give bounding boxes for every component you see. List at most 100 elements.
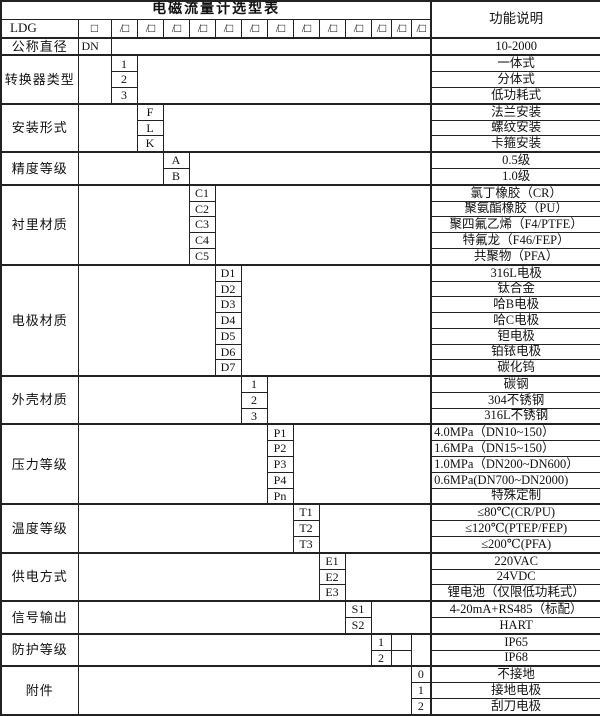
option-code: D1 [214,263,242,282]
option-code: 2 [410,697,432,716]
option-code: 2 [110,71,138,88]
option-code: E1 [318,551,346,570]
option-code: K [136,135,164,153]
category-label: 衬里材质 [0,183,79,266]
option-desc: 共聚物（PFA） [430,247,600,266]
spacer-cell [77,503,294,554]
option-code: T1 [292,503,320,522]
option-desc: 特殊定制 [430,487,600,505]
table-title: 电磁流量计选型表 [0,0,432,20]
model-slot-cell: /□ [240,18,268,39]
category-label: 外壳材质 [0,375,79,425]
option-code: P2 [266,440,294,457]
option-code: A [162,151,190,170]
model-slot-cell: /□ [110,18,138,39]
spacer-cell [370,600,432,635]
category-label: 电极材质 [0,263,79,377]
option-desc: 一体式 [430,54,600,73]
spacer-cell [77,551,320,602]
option-desc: 4.0MPa（DN10~150） [430,423,600,442]
option-code: S2 [344,616,372,635]
option-code: P1 [266,423,294,442]
option-code: D2 [214,280,242,298]
option-desc: 不接地 [430,665,600,684]
model-slot-cell: /□ [344,18,372,39]
spacer-cell [77,632,372,667]
spacer-cell [77,263,216,377]
spacer-cell [77,102,138,153]
category-label: 附件 [0,665,79,716]
option-desc: 220VAC [430,551,600,570]
option-desc: 哈B电极 [430,296,600,313]
category-label: 防护等级 [0,632,79,667]
option-desc: HART [430,616,600,635]
option-desc: ≤120℃(PTEP/FEP) [430,520,600,537]
spacer-cell [318,503,432,554]
spacer-cell [266,375,432,425]
spacer-cell [77,54,112,105]
category-label: 精度等级 [0,151,79,186]
model-slot-cell: /□ [410,18,432,39]
option-desc: ≤80℃(CR/PU) [430,503,600,522]
spacer-cell [110,36,432,56]
option-code: C4 [188,232,216,249]
spacer-cell [77,375,242,425]
option-code: E2 [318,568,346,586]
option-code: D5 [214,327,242,345]
spacer-cell [77,423,268,505]
spacer-cell [136,54,432,105]
option-desc: 1.6MPa（DN15~150） [430,440,600,457]
option-code: 2 [240,391,268,409]
option-code: D6 [214,343,242,361]
option-desc: 聚氨酯橡胶（PU） [430,200,600,218]
spacer-cell [77,183,190,266]
category-label: 供电方式 [0,551,79,602]
spacer-cell [410,632,432,667]
option-desc: 10-2000 [430,36,600,56]
spacer-cell [240,263,432,377]
spacer-cell [77,665,412,716]
option-desc: 分体式 [430,71,600,88]
option-code: 1 [370,632,392,651]
option-desc: 哈C电极 [430,312,600,329]
category-label: 安装形式 [0,102,79,153]
spacer-cell [77,600,346,635]
model-slot-cell: /□ [266,18,294,39]
option-desc: 特氟龙（F46/FEP） [430,232,600,249]
option-code: 0 [410,665,432,684]
option-desc: 碳化钨 [430,359,600,377]
option-desc: ≤200℃(PFA) [430,535,600,554]
spacer-cell [77,151,164,186]
model-slot-cell: /□ [370,18,392,39]
option-code: 2 [370,649,392,667]
option-desc: 4-20mA+RS485（标配） [430,600,600,618]
option-desc: 碳钢 [430,375,600,393]
model-slot-cell: /□ [318,18,346,39]
model-slot-cell: /□ [188,18,216,39]
option-code: D4 [214,312,242,329]
spacer-cell [390,649,412,667]
spacer-cell [344,551,432,602]
option-code: 1 [410,682,432,699]
option-code: C3 [188,216,216,234]
option-desc: 0.5级 [430,151,600,170]
option-desc: 刮刀电极 [430,697,600,716]
option-desc: IP68 [430,649,600,667]
option-desc: 卡箍安装 [430,135,600,153]
option-desc: 316L不锈钢 [430,407,600,425]
option-desc: IP65 [430,632,600,651]
model-slot-cell: /□ [390,18,412,39]
option-code: B [162,167,190,186]
option-desc: 低功耗式 [430,86,600,105]
option-code: D3 [214,296,242,313]
option-code: E3 [318,584,346,602]
option-code: S1 [344,600,372,618]
option-code: C1 [188,183,216,202]
option-code: P3 [266,456,294,473]
option-code: L [136,119,164,137]
model-box-cell: □ [77,18,112,39]
model-prefix: LDG [0,18,79,39]
option-code: C5 [188,247,216,266]
model-slot-cell: /□ [162,18,190,39]
